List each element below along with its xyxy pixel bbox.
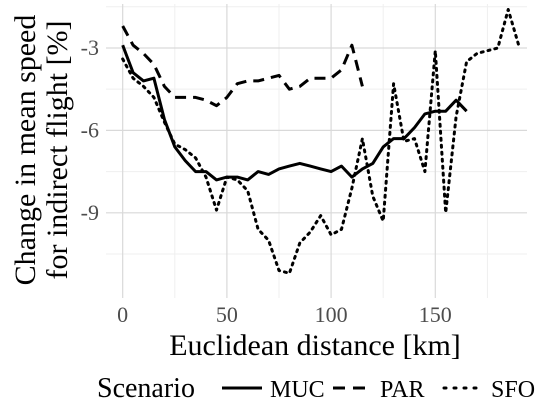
y-axis-label-line-1: Change in mean speed	[9, 15, 42, 286]
legend-label-muc: MUC	[270, 377, 325, 403]
y-tick-label: -3	[81, 35, 99, 60]
y-tick-label: -6	[81, 117, 99, 142]
y-axis-label-line-2: for indirect flight [%]	[41, 20, 74, 279]
series-line-sfo	[121, 8, 521, 275]
series-lines	[121, 8, 521, 275]
legend: Scenario MUC PAR SFO	[97, 373, 535, 404]
x-tick-label: 150	[419, 302, 452, 327]
legend-label-sfo: SFO	[491, 377, 535, 403]
x-axis-ticks: 0 50 100 150	[117, 302, 452, 327]
series-line-par	[121, 25, 364, 108]
y-tick-label: -9	[81, 200, 99, 225]
x-tick-label: 100	[315, 302, 348, 327]
legend-label-par: PAR	[380, 377, 424, 403]
x-axis-label: Euclidean distance [km]	[169, 329, 461, 362]
legend-title: Scenario	[97, 373, 195, 404]
x-tick-label: 0	[117, 302, 128, 327]
y-axis-ticks: -3 -6 -9	[81, 35, 99, 225]
minor-gridlines	[106, 4, 527, 298]
series-line-muc	[121, 44, 468, 182]
x-tick-label: 50	[216, 302, 238, 327]
legend-items: MUC PAR SFO	[222, 377, 535, 403]
